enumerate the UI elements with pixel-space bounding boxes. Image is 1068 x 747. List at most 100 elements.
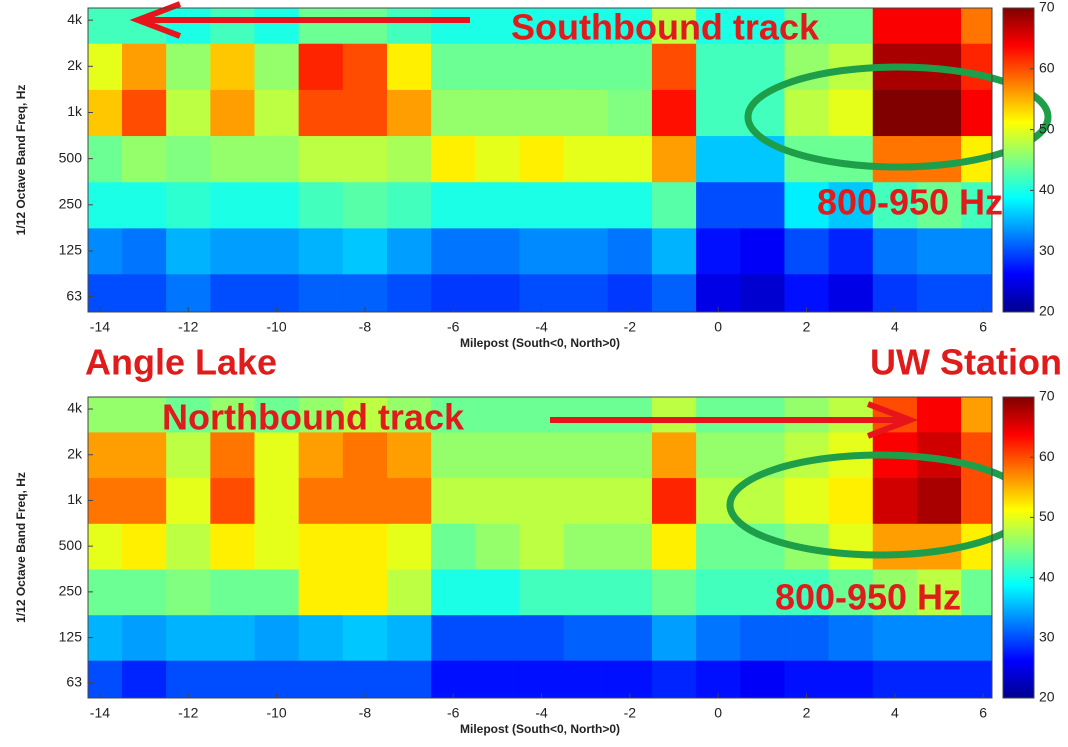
heatmap-cell: [166, 478, 211, 524]
heatmap-cell: [431, 615, 476, 661]
y-tick-label: 63: [66, 673, 82, 689]
heatmap-cell: [475, 615, 520, 661]
heatmap-cell: [475, 523, 520, 569]
heatmap-cell: [519, 182, 564, 229]
y-tick-label: 1k: [67, 491, 83, 507]
y-axis-label: 1/12 Octave Band Freq, Hz: [14, 85, 28, 236]
heatmap-cell: [88, 397, 123, 432]
heatmap-cell: [961, 228, 992, 274]
heatmap-cell: [343, 478, 388, 524]
x-tick-label: 2: [803, 319, 811, 335]
heatmap-cell: [740, 660, 785, 698]
heatmap-cell: [696, 523, 741, 569]
heatmap-cell: [299, 182, 344, 229]
heatmap-cell: [696, 397, 741, 432]
heatmap-cell: [608, 660, 653, 698]
heatmap-cell: [166, 228, 211, 274]
heatmap-cell: [431, 660, 476, 698]
colorbar: [1003, 397, 1034, 698]
y-tick-label: 4k: [67, 400, 83, 416]
heatmap-cell: [564, 660, 609, 698]
heatmap-cell: [740, 228, 785, 274]
heatmap-cell: [829, 8, 874, 44]
heatmap-cell: [917, 136, 962, 183]
heatmap-cell: [210, 432, 255, 478]
heatmap-cell: [652, 43, 697, 90]
heatmap-cell: [608, 228, 653, 274]
heatmap-cell: [519, 660, 564, 698]
x-axis-label: Milepost (South<0, North>0): [460, 336, 620, 350]
heatmap-cells: [88, 397, 993, 699]
heatmap-cell: [564, 397, 609, 432]
heatmap-cell: [166, 432, 211, 478]
heatmap-cell: [740, 397, 785, 432]
heatmap-cell: [696, 182, 741, 229]
heatmap-cell: [608, 523, 653, 569]
x-tick-label: 0: [714, 705, 722, 721]
heatmap-cell: [564, 274, 609, 313]
heatmap-cell: [829, 228, 874, 274]
heatmap-cell: [88, 43, 123, 90]
colorbar: [1003, 8, 1034, 312]
heatmap-cell: [122, 432, 167, 478]
heatmap-cell: [299, 432, 344, 478]
heatmap-cell: [475, 136, 520, 183]
x-tick-label: -12: [178, 705, 198, 721]
y-tick-label: 2k: [67, 57, 83, 73]
heatmap-cell: [254, 660, 299, 698]
y-tick-label: 500: [59, 149, 83, 165]
heatmap-cell: [652, 397, 697, 432]
heatmap-cell: [343, 182, 388, 229]
x-tick-label: 6: [979, 705, 987, 721]
heatmap-cell: [475, 660, 520, 698]
heatmap-cell: [784, 615, 829, 661]
heatmap-cell: [873, 228, 918, 274]
x-tick-label: 0: [714, 319, 722, 335]
heatmap-cell: [564, 615, 609, 661]
heatmap-cell: [961, 478, 992, 524]
heatmap-cell: [652, 89, 697, 136]
heatmap-cell: [873, 523, 918, 569]
heatmap-cell: [210, 182, 255, 229]
colorbar-tick-label: 60: [1039, 448, 1055, 464]
heatmap-cell: [343, 43, 388, 90]
heatmap-cell: [652, 615, 697, 661]
heatmap-cell: [696, 660, 741, 698]
heatmap-cell: [519, 43, 564, 90]
heatmap-cell: [961, 615, 992, 661]
heatmap-cell: [564, 89, 609, 136]
heatmap-cell: [564, 182, 609, 229]
heatmap-cell: [122, 615, 167, 661]
x-tick-label: -2: [624, 319, 637, 335]
colorbar-tick-label: 70: [1039, 388, 1055, 404]
x-tick-label: -12: [178, 319, 198, 335]
heatmap-cell: [519, 89, 564, 136]
heatmap-cell: [519, 615, 564, 661]
heatmap-cell: [475, 478, 520, 524]
heatmap-cell: [210, 89, 255, 136]
heatmap-cell: [740, 615, 785, 661]
band-annotation: 800-950 Hz: [775, 577, 961, 618]
heatmap-cell: [343, 228, 388, 274]
heatmap-cell: [387, 89, 432, 136]
heatmap-cell: [122, 228, 167, 274]
heatmap-cell: [784, 478, 829, 524]
heatmap-cell: [961, 660, 992, 698]
x-axis-label: Milepost (South<0, North>0): [460, 722, 620, 736]
heatmap-cell: [608, 569, 653, 615]
x-tick-label: -2: [624, 705, 637, 721]
heatmap-cell: [254, 478, 299, 524]
heatmap-cell: [564, 228, 609, 274]
heatmap-cell: [961, 274, 992, 313]
heatmap-cell: [166, 615, 211, 661]
heatmap-cell: [387, 182, 432, 229]
heatmap-cell: [873, 478, 918, 524]
heatmap-cell: [652, 182, 697, 229]
heatmap-cell: [608, 397, 653, 432]
heatmap-cell: [431, 523, 476, 569]
x-tick-label: -4: [535, 705, 548, 721]
heatmap-cell: [299, 523, 344, 569]
x-tick-label: -10: [266, 319, 286, 335]
heatmap-cell: [387, 432, 432, 478]
heatmap-cell: [299, 43, 344, 90]
